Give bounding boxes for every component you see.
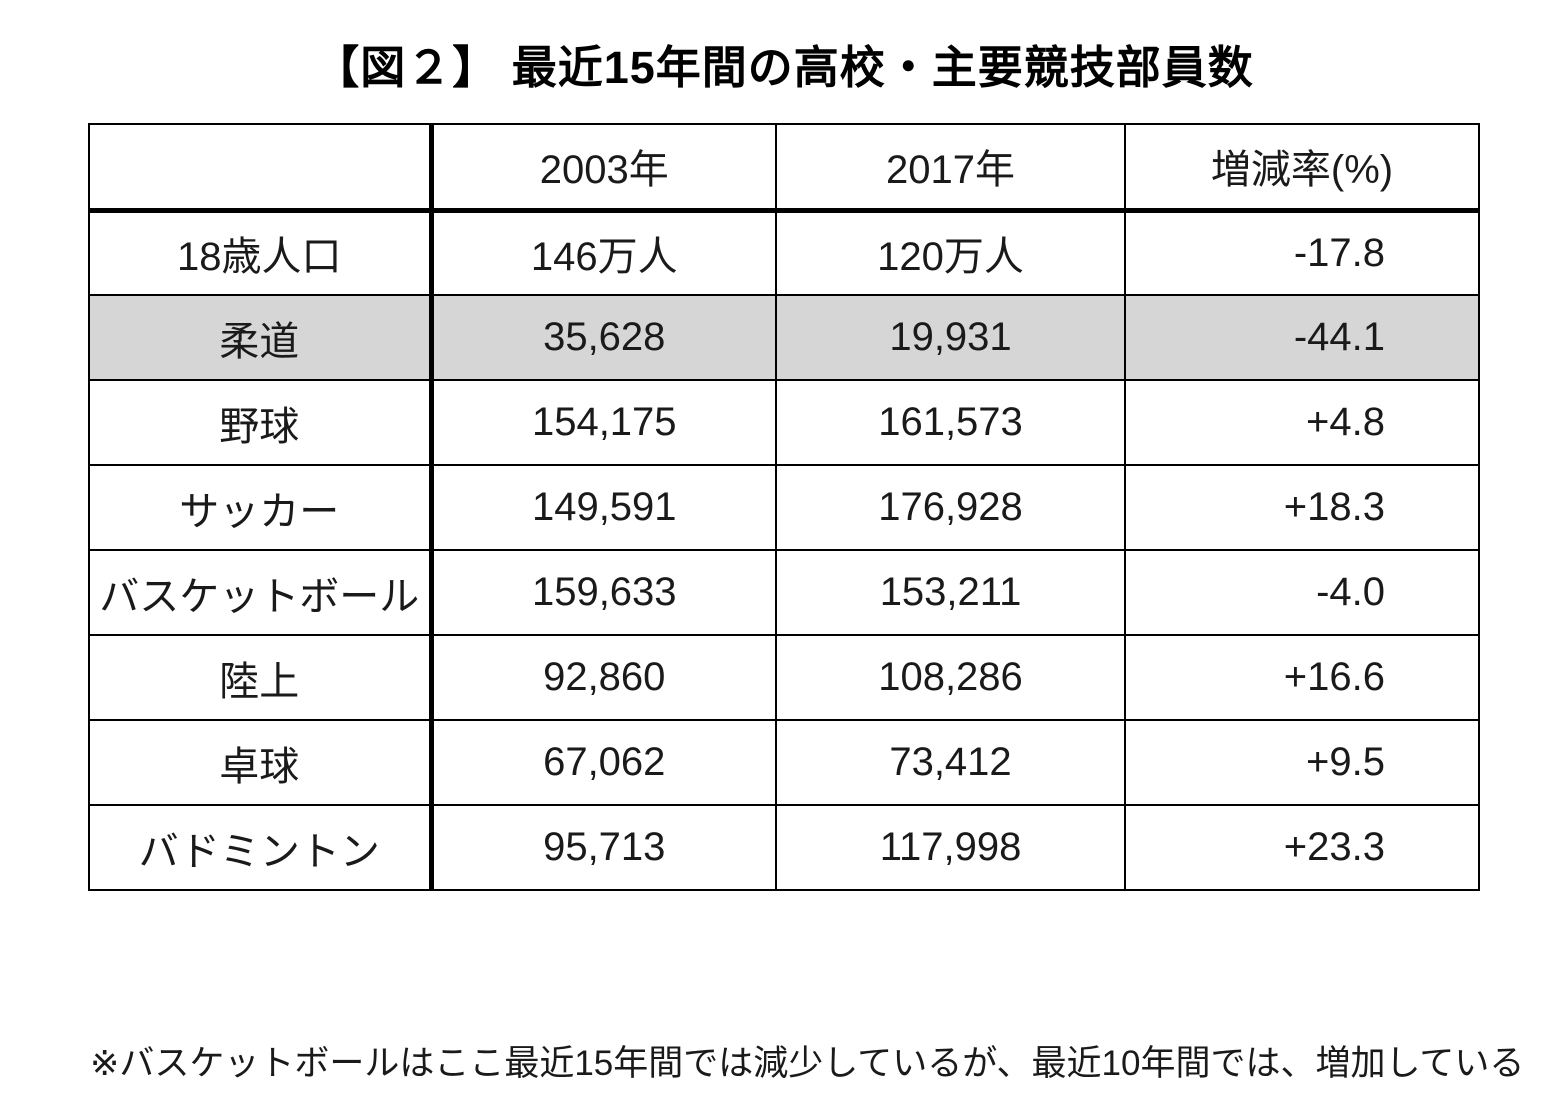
value-2003-cell: 159,633 bbox=[430, 549, 777, 636]
header-cell-2003: 2003年 bbox=[430, 123, 777, 213]
table-row: サッカー 149,591 176,928 +18.3 bbox=[88, 464, 1480, 551]
value-2003-cell: 95,713 bbox=[430, 804, 777, 891]
table-row: 卓球 67,062 73,412 +9.5 bbox=[88, 719, 1480, 806]
rate-cell: +23.3 bbox=[1124, 804, 1480, 891]
rate-cell: +9.5 bbox=[1124, 719, 1480, 806]
row-label-cell: 野球 bbox=[88, 379, 434, 466]
value-2017-cell: 117,998 bbox=[775, 804, 1126, 891]
rate-cell: -17.8 bbox=[1124, 209, 1480, 296]
value-2017-cell: 176,928 bbox=[775, 464, 1126, 551]
table-header-row: 2003年 2017年 増減率(%) bbox=[88, 123, 1480, 213]
rate-cell: +16.6 bbox=[1124, 634, 1480, 721]
value-2017-cell: 73,412 bbox=[775, 719, 1126, 806]
sports-members-table: 2003年 2017年 増減率(%) 18歳人口 146万人 120万人 -17… bbox=[88, 123, 1480, 891]
page-title: 【図２】 最近15年間の高校・主要競技部員数 bbox=[314, 42, 1254, 93]
table-row: 陸上 92,860 108,286 +16.6 bbox=[88, 634, 1480, 721]
rate-cell: -44.1 bbox=[1124, 294, 1480, 381]
table-row: 18歳人口 146万人 120万人 -17.8 bbox=[88, 209, 1480, 296]
table-row: 柔道 35,628 19,931 -44.1 bbox=[88, 294, 1480, 381]
rate-cell: +18.3 bbox=[1124, 464, 1480, 551]
row-label-cell: バスケットボール bbox=[88, 549, 434, 636]
row-label-cell: 18歳人口 bbox=[88, 209, 434, 296]
value-2017-cell: 108,286 bbox=[775, 634, 1126, 721]
row-label-cell: サッカー bbox=[88, 464, 434, 551]
header-cell-rate: 増減率(%) bbox=[1124, 123, 1480, 213]
value-2003-cell: 146万人 bbox=[430, 209, 777, 296]
value-2017-cell: 19,931 bbox=[775, 294, 1126, 381]
table-row: バスケットボール 159,633 153,211 -4.0 bbox=[88, 549, 1480, 636]
table-row: 野球 154,175 161,573 +4.8 bbox=[88, 379, 1480, 466]
value-2003-cell: 35,628 bbox=[430, 294, 777, 381]
row-label-cell: バドミントン bbox=[88, 804, 434, 891]
value-2003-cell: 67,062 bbox=[430, 719, 777, 806]
rate-cell: +4.8 bbox=[1124, 379, 1480, 466]
value-2003-cell: 149,591 bbox=[430, 464, 777, 551]
value-2003-cell: 154,175 bbox=[430, 379, 777, 466]
header-cell-2017: 2017年 bbox=[775, 123, 1126, 213]
table-row: バドミントン 95,713 117,998 +23.3 bbox=[88, 804, 1480, 891]
value-2017-cell: 153,211 bbox=[775, 549, 1126, 636]
header-cell-blank bbox=[88, 123, 434, 213]
footnote-line: ※バスケットボールはここ最近15年間では減少しているが、最近10年間では、増加し… bbox=[90, 1044, 1525, 1083]
row-label-cell: 柔道 bbox=[88, 294, 434, 381]
footnote: ※バスケットボールはここ最近15年間では減少しているが、最近10年間では、増加し… bbox=[90, 901, 1525, 1106]
value-2003-cell: 92,860 bbox=[430, 634, 777, 721]
value-2017-cell: 120万人 bbox=[775, 209, 1126, 296]
rate-cell: -4.0 bbox=[1124, 549, 1480, 636]
row-label-cell: 陸上 bbox=[88, 634, 434, 721]
row-label-cell: 卓球 bbox=[88, 719, 434, 806]
value-2017-cell: 161,573 bbox=[775, 379, 1126, 466]
